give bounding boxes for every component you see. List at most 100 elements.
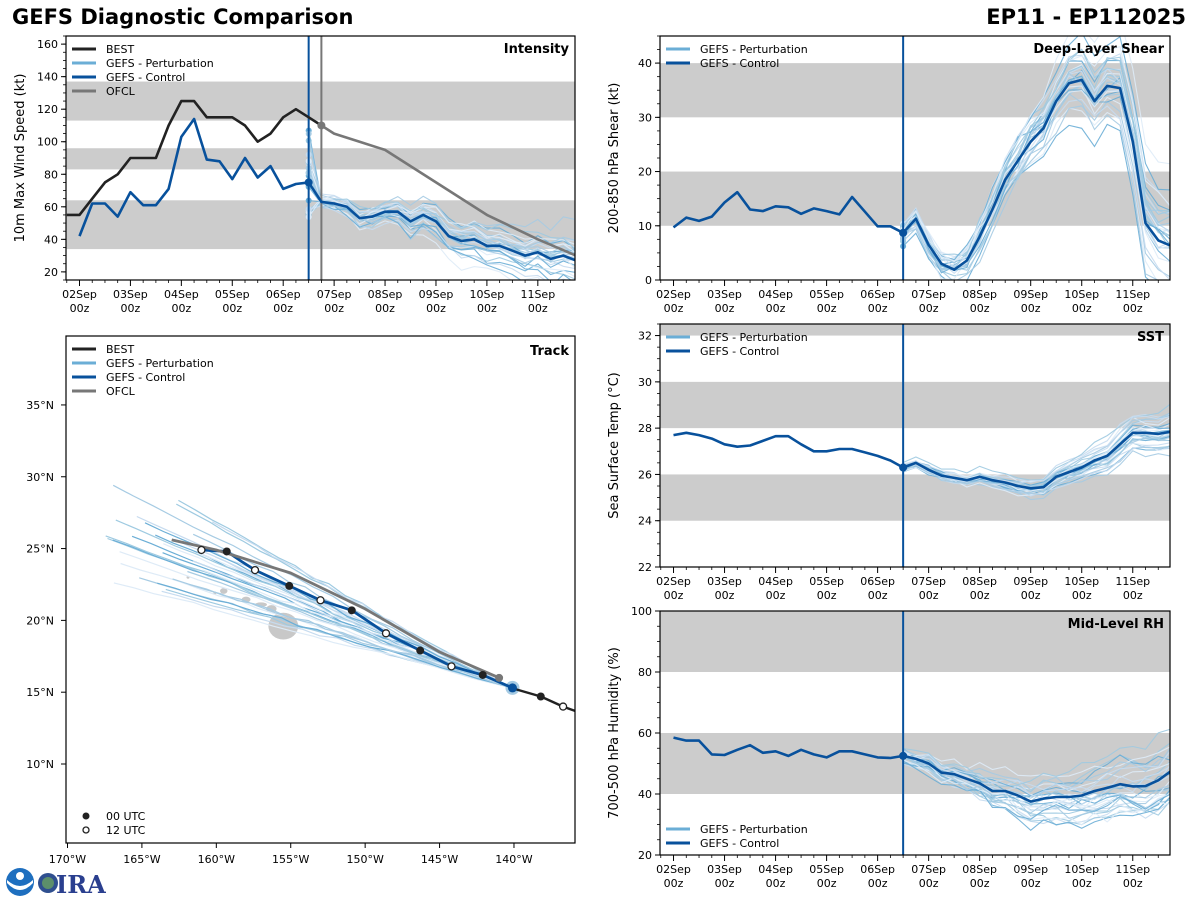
x-tick-label-date: 11Sep: [1115, 288, 1150, 301]
perturbation-member-line: [902, 752, 1170, 820]
x-tick-label-date: 03Sep: [113, 288, 148, 301]
perturbation-member-line: [902, 748, 1170, 791]
reference-band: [660, 611, 1170, 672]
perturbation-member-line: [308, 167, 575, 255]
x-tick-label-hour: 00z: [715, 302, 735, 315]
ofcl-series-line: [320, 124, 575, 257]
lat-tick-label: 30°N: [26, 471, 54, 484]
x-tick-label-hour: 00z: [1072, 589, 1092, 602]
y-tick-label: 40: [638, 788, 652, 801]
panel-track: 170°W 165°W 160°W 155°W 150°W 145°W 140°W 10°N 1…: [26, 335, 576, 866]
y-tick-label: 40: [44, 233, 58, 246]
map-area: [105, 484, 575, 713]
legend-label: OFCL: [106, 85, 136, 98]
y-tick-label: 30: [638, 376, 652, 389]
y-axis-label: Sea Surface Temp (°C): [607, 372, 622, 519]
x-tick-label-date: 07Sep: [317, 288, 352, 301]
legend-marker-12utc: [82, 826, 90, 834]
x-tick-label-hour: 00z: [375, 302, 395, 315]
ofcl-init-point: [317, 121, 326, 130]
x-tick-label-hour: 00z: [664, 302, 684, 315]
panel-title: Mid-Level RH: [1068, 617, 1164, 632]
x-tick-label-hour: 00z: [715, 877, 735, 890]
y-tick-label: 26: [638, 468, 652, 481]
legend-label: GEFS - Control: [700, 57, 779, 70]
perturbation-member-line: [308, 181, 575, 250]
lon-tick-label: 160°W: [198, 853, 235, 866]
x-tick-label-hour: 00z: [868, 589, 888, 602]
y-tick-label: 160: [37, 38, 58, 51]
y-tick-label: 20: [638, 849, 652, 862]
x-tick-label-hour: 00z: [1072, 877, 1092, 890]
legend-marker-00utc: [82, 812, 90, 820]
marker-00utc: [347, 606, 356, 615]
x-tick-label-hour: 00z: [919, 302, 939, 315]
x-tick-label-hour: 00z: [1123, 302, 1143, 315]
y-axis-label: 700-500 hPa Humidity (%): [607, 647, 622, 819]
perturbation-member-line: [902, 752, 1170, 797]
x-tick-label-hour: 00z: [426, 302, 446, 315]
legend-label: 00 UTC: [106, 810, 146, 823]
x-tick-label-hour: 00z: [766, 302, 786, 315]
x-tick-label-date: 02Sep: [62, 288, 97, 301]
perturbation-track-line: [178, 499, 513, 689]
perturbation-member-line: [308, 199, 572, 280]
storm-id: EP11 - EP112025: [986, 5, 1186, 29]
x-tick-label-hour: 00z: [1123, 877, 1143, 890]
control-series-line: [673, 736, 1170, 803]
x-tick-label-hour: 00z: [121, 302, 141, 315]
lat-tick-label: 10°N: [26, 758, 54, 771]
x-tick-label-date: 06Sep: [266, 288, 301, 301]
x-tick-label-date: 10Sep: [470, 288, 505, 301]
lon-tick-label: 170°W: [49, 853, 86, 866]
perturbation-track-line: [113, 582, 513, 689]
marker-12utc: [197, 545, 206, 555]
x-tick-label-date: 11Sep: [1115, 575, 1150, 588]
x-tick-label-date: 08Sep: [962, 863, 997, 876]
panel-shear: 01020304002Sep00z03Sep00z04Sep00z05Sep00…: [607, 35, 1171, 315]
marker-00utc: [222, 547, 231, 556]
x-tick-label-date: 03Sep: [707, 863, 742, 876]
control-start-point: [507, 683, 517, 693]
axes-frame: [659, 323, 1171, 568]
y-tick-label: 120: [37, 103, 58, 116]
x-tick-label-date: 07Sep: [911, 575, 946, 588]
control-init-point: [899, 463, 908, 472]
x-tick-label-hour: 00z: [222, 302, 242, 315]
x-tick-label-hour: 00z: [970, 302, 990, 315]
control-init-point: [304, 178, 313, 187]
plot-area: [66, 36, 575, 280]
control-init-point: [899, 228, 908, 237]
perturbation-member-line: [902, 107, 1158, 280]
y-tick-label: 22: [638, 561, 652, 574]
lon-tick-label: 150°W: [346, 853, 383, 866]
panel-title: Intensity: [504, 42, 570, 57]
panel-title: Track: [530, 344, 569, 359]
marker-12utc: [381, 629, 391, 638]
legend-label: GEFS - Control: [106, 371, 185, 384]
perturbation-member-line: [308, 172, 575, 264]
x-tick-label-date: 08Sep: [368, 288, 403, 301]
x-tick-label-date: 10Sep: [1064, 288, 1099, 301]
perturbation-track-line: [172, 578, 513, 689]
x-tick-label-date: 05Sep: [215, 288, 250, 301]
perturbation-member-line: [902, 762, 1170, 832]
panel-intensity: 2040608010012014016002Sep00z03Sep00z04Se…: [13, 35, 576, 315]
control-init-point: [899, 751, 908, 760]
x-tick-label-hour: 00z: [868, 302, 888, 315]
lat-tick-label: 20°N: [26, 614, 54, 627]
x-tick-label-hour: 00z: [664, 877, 684, 890]
marker-00utc: [285, 581, 294, 590]
x-tick-label-date: 04Sep: [758, 863, 793, 876]
plot-area: [660, 36, 1170, 280]
x-tick-label-hour: 00z: [1021, 302, 1041, 315]
x-tick-label-hour: 00z: [970, 589, 990, 602]
perturbation-member-line: [902, 123, 1150, 280]
perturbation-member-line: [902, 760, 1170, 820]
legend-label: GEFS - Control: [106, 71, 185, 84]
y-tick-label: 28: [638, 422, 652, 435]
x-tick-label-hour: 00z: [715, 589, 735, 602]
marker-12utc: [447, 662, 456, 671]
x-tick-label-date: 10Sep: [1064, 575, 1099, 588]
legend-label: BEST: [106, 343, 134, 356]
